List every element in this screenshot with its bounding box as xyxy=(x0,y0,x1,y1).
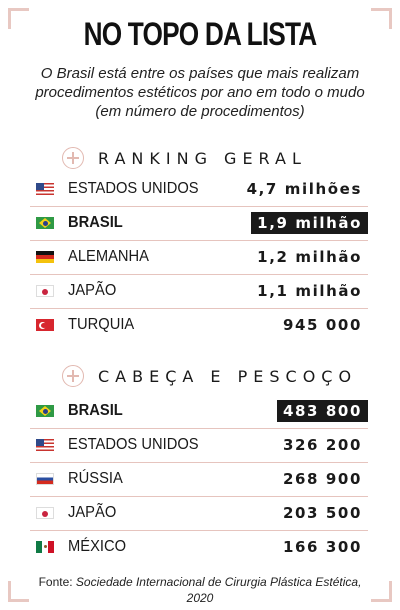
procedure-count: 268 900 xyxy=(282,470,362,488)
list-item: MÉXICO 166 300 xyxy=(30,530,368,564)
section-header-ranking-geral: RANKING GERAL xyxy=(62,146,307,170)
corner-mark-top-left xyxy=(8,8,29,29)
country-name: BRASIL xyxy=(68,402,123,419)
country-name: JAPÃO xyxy=(68,504,117,521)
list-item: TURQUIA 945 000 xyxy=(30,308,368,342)
mexico-flag-icon xyxy=(36,541,54,553)
procedure-count: 945 000 xyxy=(282,316,362,334)
germany-flag-icon xyxy=(36,251,54,263)
procedure-count: 203 500 xyxy=(282,504,362,522)
list-item: BRASIL 1,9 milhão xyxy=(30,206,368,241)
list-item: JAPÃO 203 500 xyxy=(30,496,368,531)
procedure-count: 1,2 milhão xyxy=(257,248,362,266)
list-item: ESTADOS UNIDOS 326 200 xyxy=(30,428,368,463)
list-item: BRASIL 483 800 xyxy=(30,394,368,429)
brazil-flag-icon xyxy=(36,217,54,229)
japan-flag-icon xyxy=(36,507,54,519)
plus-circle-icon xyxy=(62,365,84,387)
list-item: JAPÃO 1,1 milhão xyxy=(30,274,368,309)
section-label: CABEÇA E PESCOÇO xyxy=(98,366,358,386)
country-name: ESTADOS UNIDOS xyxy=(68,436,199,453)
source-prefix: Fonte: xyxy=(38,575,76,589)
subtitle: O Brasil está entre os países que mais r… xyxy=(35,65,365,120)
page-title: NO TOPO DA LISTA xyxy=(83,16,318,52)
procedure-count-highlighted: 1,9 milhão xyxy=(251,212,368,234)
list-item: RÚSSIA 268 900 xyxy=(30,462,368,497)
procedure-count: 4,7 milhões xyxy=(246,180,362,198)
list-item: ESTADOS UNIDOS 4,7 milhões xyxy=(30,172,368,207)
section-header-cabeca-e-pescoco: CABEÇA E PESCOÇO xyxy=(62,364,357,388)
country-name: ALEMANHA xyxy=(68,248,149,265)
procedure-count-highlighted: 483 800 xyxy=(276,400,368,422)
corner-mark-bottom-left xyxy=(8,581,29,602)
russia-flag-icon xyxy=(36,473,54,485)
country-name: BRASIL xyxy=(68,214,123,231)
us-flag-icon xyxy=(36,439,54,451)
country-name: MÉXICO xyxy=(68,538,127,555)
country-name: RÚSSIA xyxy=(68,470,123,487)
source-name: Sociedade Internacional de Cirurgia Plás… xyxy=(75,575,362,605)
procedure-count: 166 300 xyxy=(282,538,362,556)
country-name: TURQUIA xyxy=(68,316,135,333)
country-name: ESTADOS UNIDOS xyxy=(68,180,199,197)
corner-mark-top-right xyxy=(371,8,392,29)
us-flag-icon xyxy=(36,183,54,195)
procedure-count: 1,1 milhão xyxy=(257,282,362,300)
procedure-count: 326 200 xyxy=(282,436,362,454)
list-item: ALEMANHA 1,2 milhão xyxy=(30,240,368,275)
section-label: RANKING GERAL xyxy=(98,148,307,168)
country-name: JAPÃO xyxy=(68,282,117,299)
source-footer: Fonte: Sociedade Internacional de Cirurg… xyxy=(30,574,370,606)
japan-flag-icon xyxy=(36,285,54,297)
brazil-flag-icon xyxy=(36,405,54,417)
turkey-flag-icon xyxy=(36,319,54,331)
plus-circle-icon xyxy=(62,147,84,169)
corner-mark-bottom-right xyxy=(371,581,392,602)
